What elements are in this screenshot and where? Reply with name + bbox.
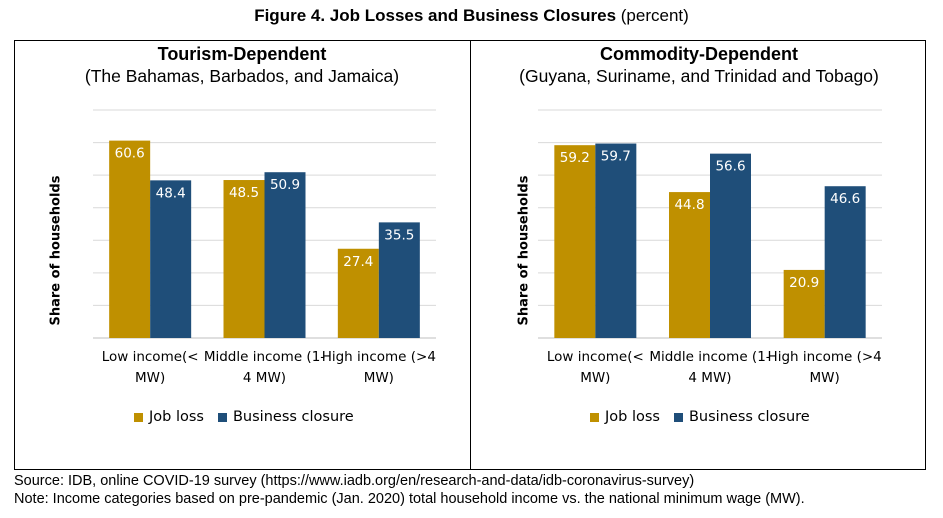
data-label: 50.9 (270, 177, 300, 193)
data-label: 35.5 (384, 227, 414, 243)
legend-label: Job loss (605, 409, 660, 425)
data-label: 59.2 (560, 150, 590, 166)
income-note: Note: Income categories based on pre-pan… (14, 491, 805, 507)
bar-business-closure (824, 186, 866, 338)
source-note: Source: IDB, online COVID-19 survey (htt… (14, 473, 695, 489)
category-label: 4 MW) (243, 370, 286, 386)
figure-title: Figure 4. Job Losses and Business Closur… (0, 6, 943, 26)
bar-chart-commodity: 59.2 59.7 Low income(< MW) 44.8 56.6 Middle in… (538, 109, 882, 386)
category-label: Low income(< (102, 349, 199, 365)
category-label: Low income(< (547, 349, 644, 365)
category-label: MW) (580, 370, 610, 386)
bar-job-loss (337, 248, 379, 338)
legend-swatch-job-loss (134, 412, 143, 422)
figure-notes: Source: IDB, online COVID-19 survey (htt… (14, 472, 805, 508)
panel-divider (470, 40, 471, 470)
data-label: 48.5 (229, 185, 259, 201)
bar-job-loss (109, 140, 151, 338)
legend-swatch-business-closure (673, 412, 683, 422)
bar-business-closure (710, 153, 751, 338)
legend: Job loss Business closure (590, 409, 824, 425)
bar-job-loss (783, 269, 825, 338)
bar-business-closure (595, 143, 637, 338)
data-label: 59.7 (601, 149, 631, 165)
category-label: MW) (364, 370, 394, 386)
bar-business-closure (378, 222, 420, 338)
panel-title: Commodity-Dependent (600, 44, 798, 64)
category-label: High income (>4 (768, 349, 882, 365)
bar-business-closure (150, 180, 192, 338)
legend: Job loss Business closure (134, 409, 368, 425)
legend-label: Job loss (149, 409, 204, 425)
bar-chart-tourism: 60.6 48.4 Low income(< MW) 48.5 50.9 Middle in… (93, 109, 436, 386)
figure-title-main: Figure 4. Job Losses and Business Closur… (254, 6, 617, 25)
bar-job-loss (223, 180, 265, 338)
legend-item-business-closure: Business closure (673, 409, 810, 425)
data-label: 27.4 (343, 254, 373, 270)
panel-tourism: Tourism-Dependent (The Bahamas, Barbados… (14, 40, 470, 470)
category-label: Middle income (1- (204, 349, 325, 365)
panel-subtitle: (The Bahamas, Barbados, and Jamaica) (84, 66, 400, 86)
legend-label: Business closure (688, 409, 810, 425)
legend-label: Business closure (232, 409, 354, 425)
legend-swatch-business-closure (217, 412, 227, 422)
legend-item-job-loss: Job loss (590, 409, 660, 425)
category-label: 4 MW) (688, 370, 731, 386)
panel-subtitle: (Guyana, Suriname, and Trinidad and Toba… (519, 66, 879, 86)
legend-item-business-closure: Business closure (217, 409, 354, 425)
figure-title-unit: (percent) (616, 6, 689, 25)
panel-title: Tourism-Dependent (157, 44, 327, 64)
data-label: 48.4 (156, 185, 186, 201)
bar-job-loss (554, 145, 596, 338)
category-label: MW) (135, 370, 165, 386)
data-label: 56.6 (715, 159, 745, 175)
data-label: 60.6 (115, 146, 145, 162)
panel-commodity: Commodity-Dependent (Guyana, Suriname, a… (471, 40, 927, 470)
category-label: Middle income (1- (649, 349, 770, 365)
category-label: High income (>4 (322, 349, 436, 365)
bar-business-closure (264, 172, 306, 338)
data-label: 20.9 (789, 275, 819, 291)
legend-swatch-job-loss (590, 412, 599, 422)
data-label: 44.8 (674, 197, 704, 213)
category-label: MW) (810, 370, 840, 386)
data-label: 46.6 (830, 191, 860, 207)
legend-item-job-loss: Job loss (134, 409, 204, 425)
bar-job-loss (669, 192, 710, 338)
